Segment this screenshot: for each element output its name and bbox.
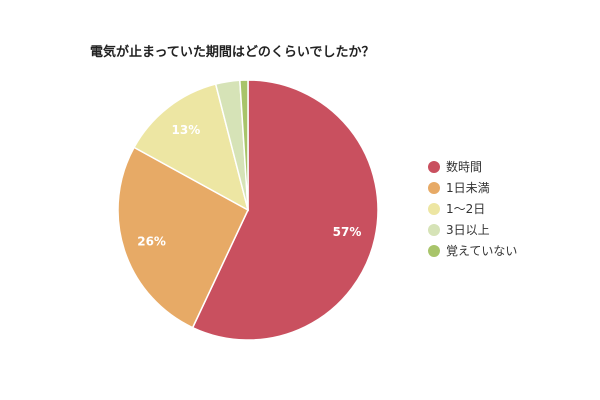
slice-value-label: 26%	[137, 234, 166, 248]
legend-marker	[428, 203, 440, 215]
legend-item: 1日未満	[428, 181, 490, 195]
pie-slice	[239, 79, 249, 211]
slice-value-label: 57%	[333, 225, 362, 239]
legend-marker	[428, 182, 440, 194]
legend-marker	[428, 161, 440, 173]
legend-item: 覚えていない	[428, 244, 517, 258]
slice-value-label: 13%	[172, 123, 201, 137]
legend-label: 数時間	[446, 159, 482, 174]
legend-marker	[428, 245, 440, 257]
legend-label: 3日以上	[446, 223, 490, 237]
legend-label: 1〜2日	[446, 202, 485, 216]
slice-labels: 57% 26% 13%	[137, 123, 361, 248]
chart-title: 電気が止まっていた期間はどのくらいでしたか？	[90, 44, 374, 60]
legend-label: 覚えていない	[446, 244, 517, 258]
pie-slice	[133, 83, 250, 212]
legend-item: 3日以上	[428, 223, 490, 237]
legend-marker	[428, 224, 440, 236]
pie-slices	[117, 79, 379, 341]
pie-slice	[191, 79, 379, 341]
legend-label: 1日未満	[446, 181, 490, 195]
legend-item: 1〜2日	[428, 202, 485, 216]
legend-item: 数時間	[428, 159, 482, 174]
